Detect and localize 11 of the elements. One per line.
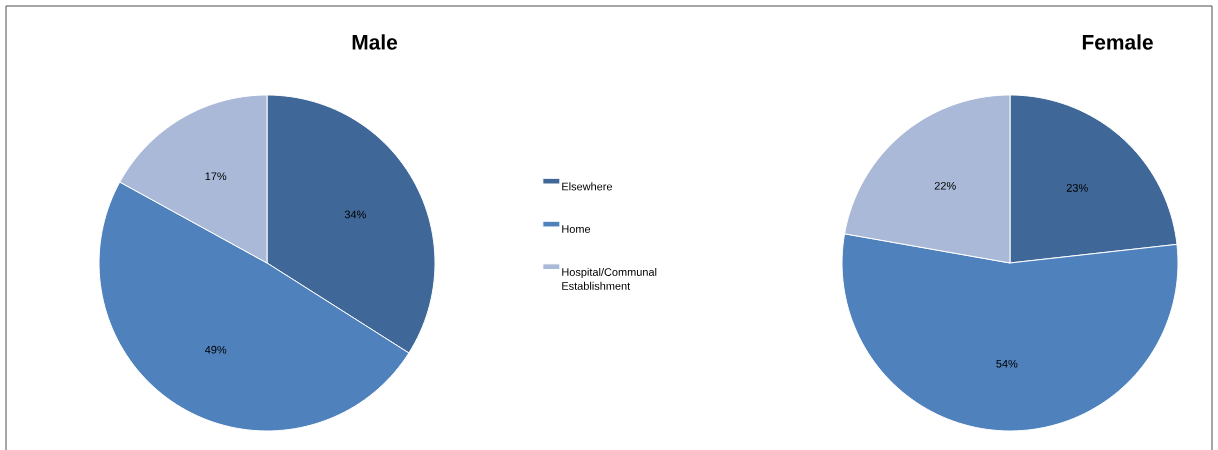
legend-label: Elsewhere [562,182,613,191]
data-label: 54% [996,359,1018,368]
legend-label: Hospital/Communal Establishment [562,267,657,290]
data-label: 22% [934,181,956,190]
data-label: 49% [204,345,227,354]
chart-title: Male [352,34,398,50]
legend-label: Home [562,225,591,233]
data-label: 17% [205,172,227,181]
data-label: 23% [1066,183,1088,192]
chart-title: Female [1082,34,1153,50]
data-label: 34% [344,210,366,219]
